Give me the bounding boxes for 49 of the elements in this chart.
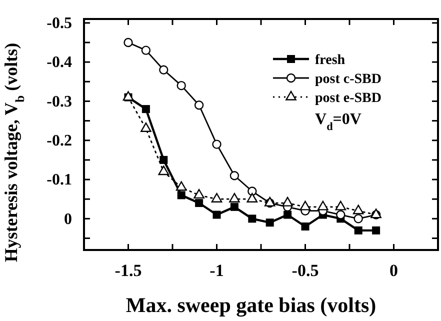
- annotation: V$_{d}$=0V: [315, 111, 362, 133]
- point: [229, 192, 240, 202]
- point: [142, 105, 150, 114]
- x-tick-label: -1: [210, 261, 224, 280]
- point: [354, 214, 363, 224]
- point: [354, 226, 362, 234]
- point: [372, 226, 380, 234]
- x-tick-label: -0.5: [292, 261, 319, 280]
- y-tick-label: -0.2: [46, 132, 72, 150]
- point: [230, 202, 238, 211]
- point: [352, 204, 364, 214]
- point: [158, 166, 170, 176]
- point: [212, 210, 221, 219]
- point: [160, 156, 168, 164]
- point: [177, 191, 186, 200]
- point: [318, 200, 328, 210]
- legend-label: post c-SBD: [315, 72, 382, 87]
- x-axis-title: Max. sweep gate bias (volts): [126, 293, 376, 317]
- point: [141, 46, 151, 55]
- y-tick-label: -0.4: [46, 54, 72, 72]
- point: [176, 80, 186, 90]
- legend-label: fresh: [315, 53, 346, 68]
- point: [140, 122, 152, 132]
- y-tick-label: -0.1: [46, 172, 72, 189]
- point: [211, 192, 222, 202]
- point: [336, 210, 346, 220]
- y-tick-label: -0.5: [46, 15, 72, 32]
- point: [176, 181, 187, 191]
- point: [248, 214, 256, 223]
- legend-label: post e-SBD: [315, 91, 382, 106]
- x-tick-label: 0: [390, 261, 398, 280]
- point: [282, 196, 293, 206]
- point: [195, 199, 204, 208]
- point: [212, 140, 222, 149]
- point: [300, 200, 311, 210]
- y-tick-label: 0: [64, 210, 72, 228]
- point: [124, 38, 133, 48]
- point: [246, 192, 258, 202]
- point: [335, 200, 346, 210]
- point: [159, 65, 168, 74]
- x-tick-label: -1.5: [114, 261, 142, 280]
- point: [230, 171, 240, 180]
- point: [194, 189, 204, 199]
- point: [284, 210, 292, 219]
- point: [301, 222, 310, 231]
- point: [248, 186, 257, 196]
- point: [194, 100, 204, 110]
- y-tick-label: -0.3: [46, 93, 72, 110]
- point: [266, 218, 274, 227]
